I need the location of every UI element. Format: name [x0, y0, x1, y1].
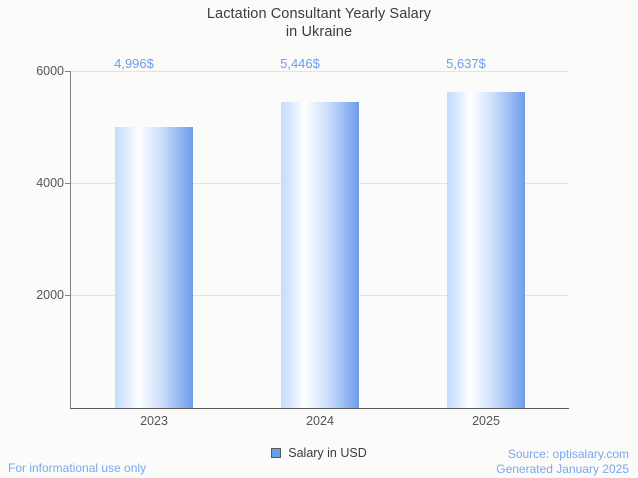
chart-legend: Salary in USD [0, 446, 638, 460]
y-axis-tick-label-6000: 6000 [36, 64, 64, 78]
bar-2023[interactable] [115, 127, 193, 408]
bar-2025[interactable] [447, 92, 525, 408]
x-axis-label-2025: 2025 [472, 414, 500, 428]
footer-generated-date: Generated January 2025 [496, 461, 629, 476]
plot-area [65, 71, 569, 409]
x-axis-line [70, 408, 569, 409]
square-swatch-icon [271, 448, 282, 458]
x-axis-label-2023: 2023 [140, 414, 168, 428]
y-axis-tick-label-4000: 4000 [36, 176, 64, 190]
x-axis-label-2024: 2024 [306, 414, 334, 428]
legend-item-label: Salary in USD [288, 446, 367, 460]
chart-title-line-1: Lactation Consultant Yearly Salary [206, 6, 432, 22]
footer-disclaimer: For informational use only [8, 461, 147, 475]
y-axis-tick-mark-4000 [65, 183, 70, 184]
y-axis-tick-label-2000: 2000 [36, 288, 64, 302]
y-axis-tick-mark-2000 [65, 295, 70, 296]
footer-source-block: Source: optisalary.com Generated January… [496, 447, 629, 476]
gridline-6000 [70, 71, 569, 72]
footer-source: Source: optisalary.com [507, 447, 629, 461]
chart-title-line-2: in Ukraine [285, 24, 353, 40]
bar-2024[interactable] [281, 102, 359, 408]
value-label-2025: 5,637$ [446, 56, 486, 71]
y-axis-tick-mark-6000 [65, 71, 70, 72]
legend-item-salary-in-usd[interactable]: Salary in USD [271, 446, 367, 460]
y-axis-line [70, 71, 71, 409]
value-label-2024: 5,446$ [280, 56, 320, 71]
chart-title: Lactation Consultant Yearly Salary in Uk… [0, 5, 638, 41]
value-label-2023: 4,996$ [114, 56, 154, 71]
